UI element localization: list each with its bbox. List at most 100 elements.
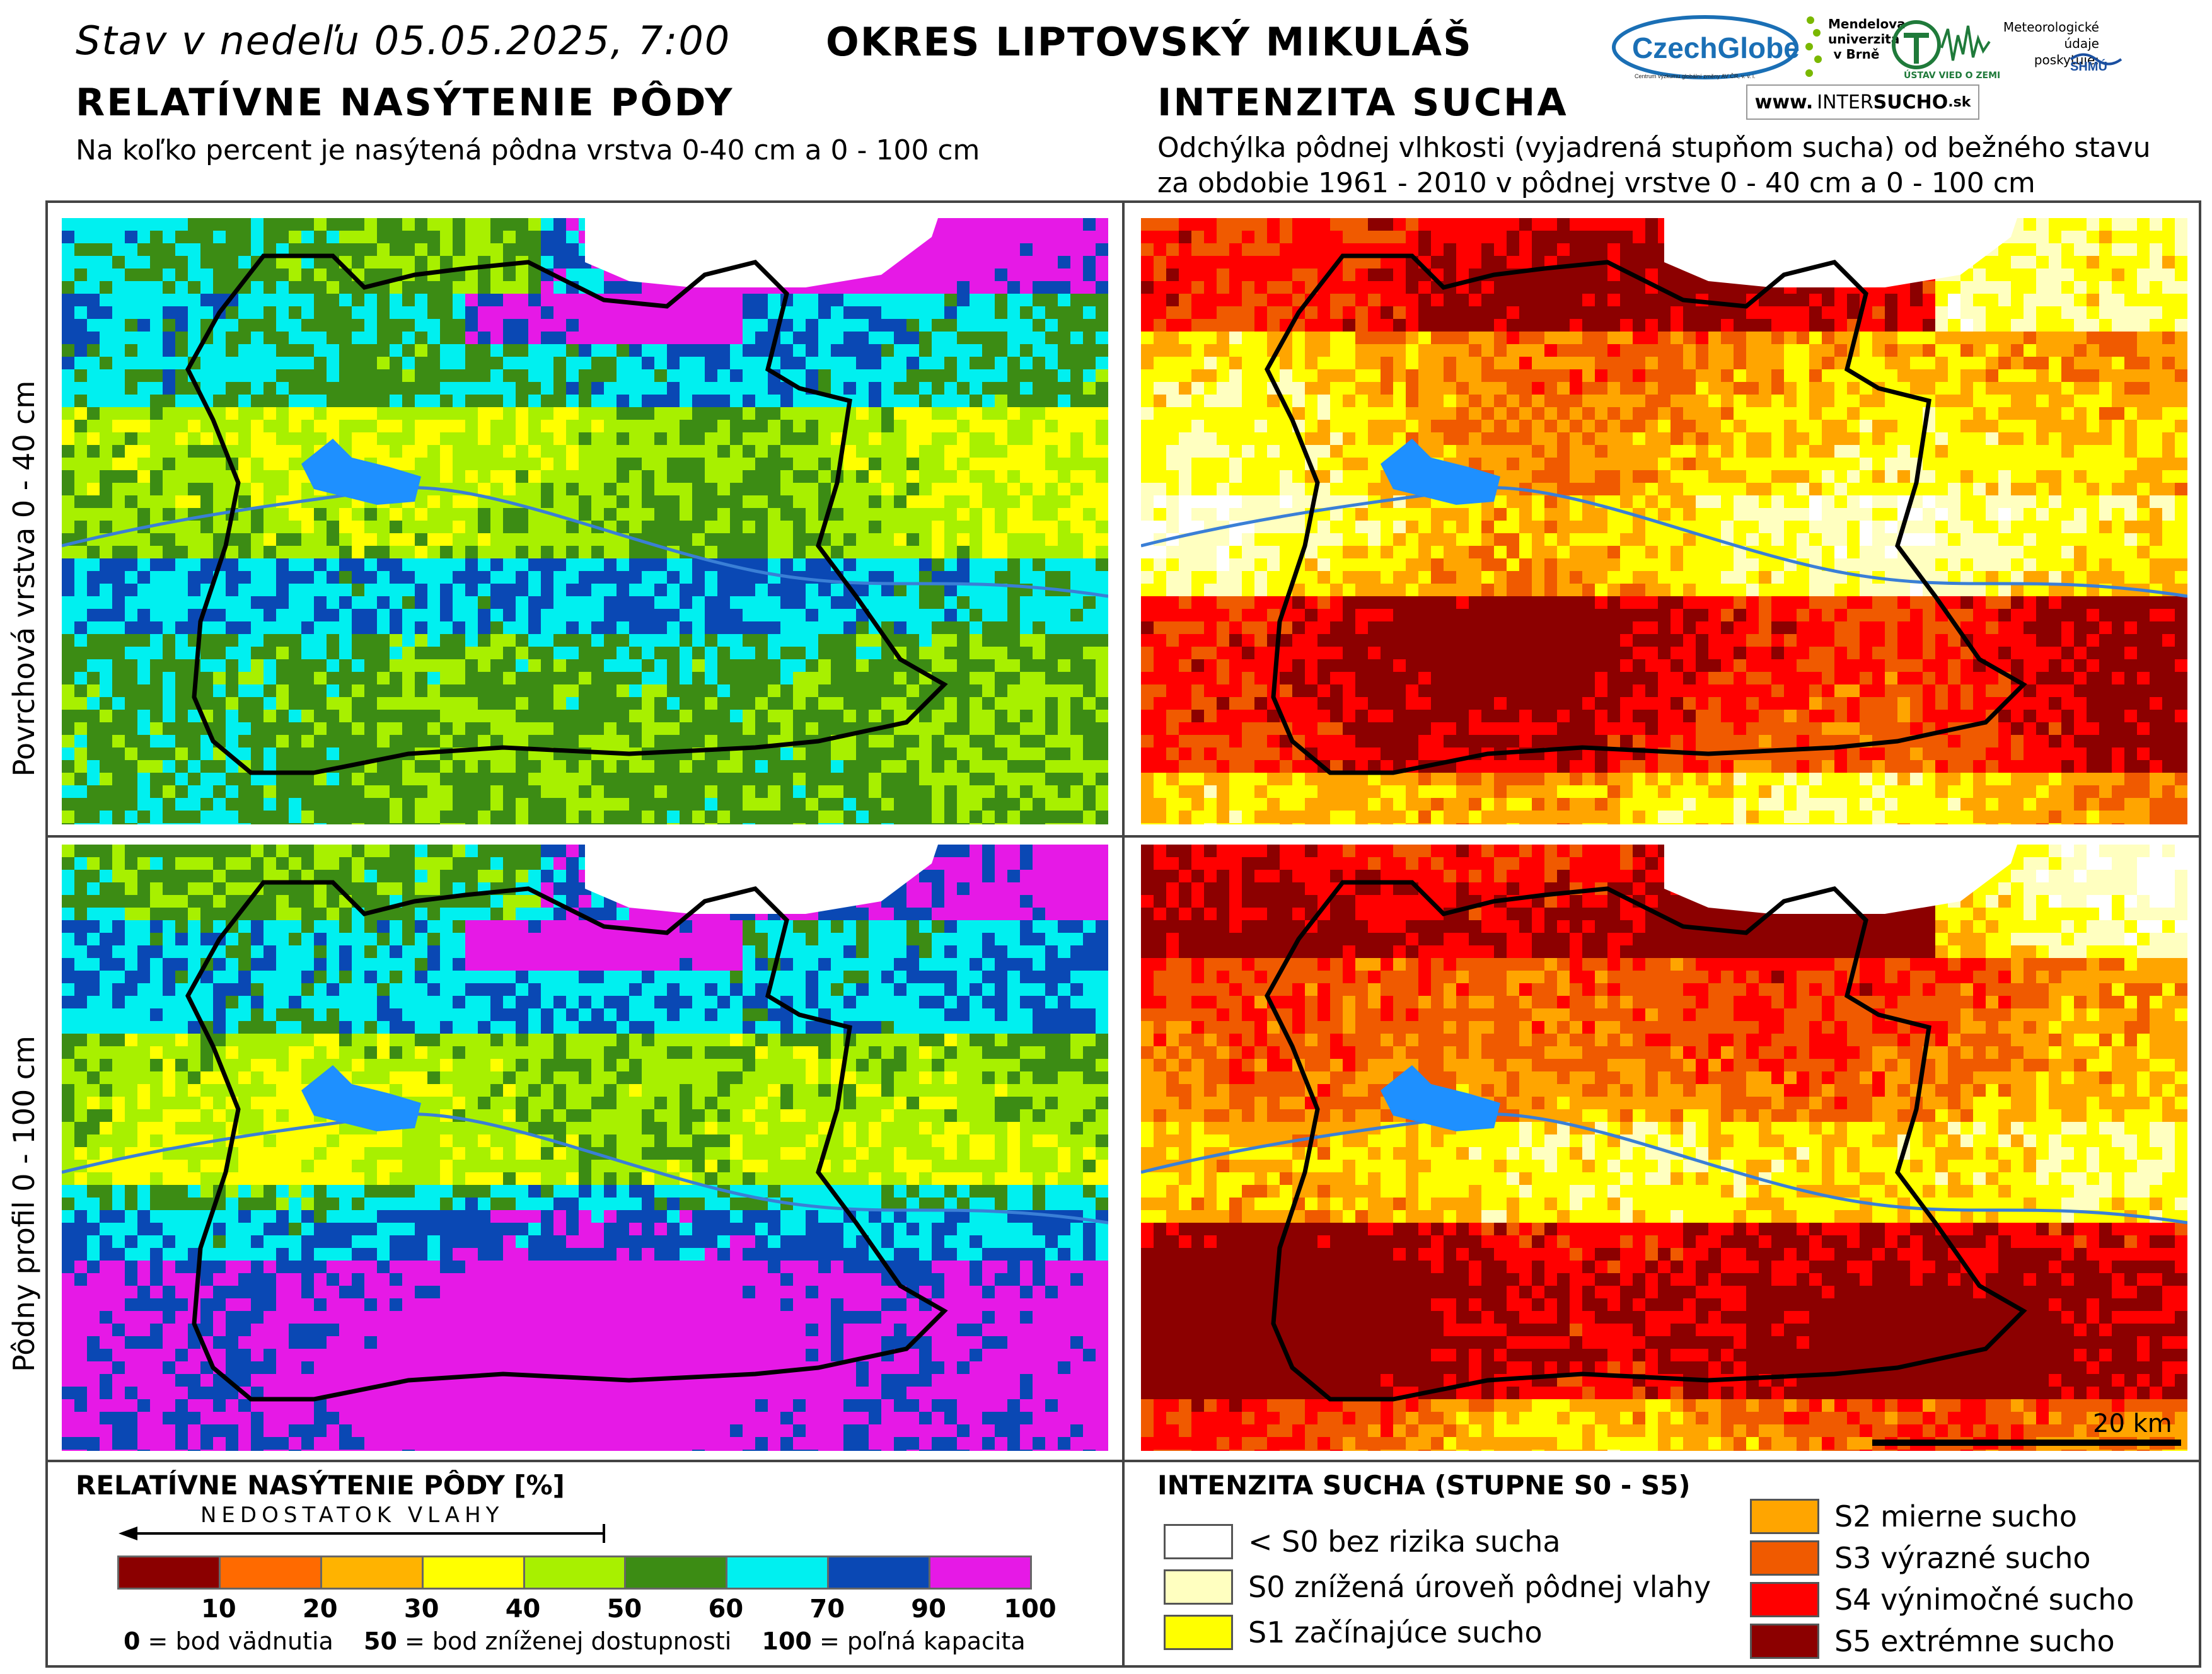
mendel-label: Mendelova univerzita v Brně [1828, 16, 1906, 62]
river-line [62, 1112, 1108, 1225]
intersucho-bold: SUCHO [1873, 91, 1949, 113]
intersucho-prefix: www. [1754, 91, 1814, 113]
drought-legend-label: S5 extrémne sucho [1834, 1624, 2115, 1658]
meteo-label: Meteorologické údaje poskytuje: [2003, 20, 2099, 67]
drought-legend-label: S2 mierne sucho [1834, 1499, 2077, 1533]
river-line [1141, 1112, 2187, 1225]
scale-tick-label: 40 [505, 1595, 541, 1624]
scale-bar [1872, 1440, 2181, 1446]
scale-tick-label: 90 [911, 1595, 946, 1624]
scale-bin [320, 1556, 424, 1590]
scale-bin [726, 1556, 830, 1590]
grid-vline [1122, 200, 1125, 1668]
scale-bin [929, 1556, 1032, 1590]
scale-bin [827, 1556, 931, 1590]
district-boundary [185, 880, 948, 1402]
scale-bin [421, 1556, 525, 1590]
foreign-territory-area [1664, 845, 2017, 914]
saturation-tick-labels: 10 20 30 40 50 60 70 90 100 [117, 1591, 1057, 1624]
note-50-value: 50 [364, 1627, 397, 1655]
drought-subtitle-2: za obdobie 1961 - 2010 v pôdnej vrstve 0… [1157, 167, 2035, 199]
row-label-profile: Pôdny profil 0 - 100 cm [7, 1036, 41, 1372]
scale-tick-label: 60 [708, 1595, 744, 1624]
mendel-logo: Mendelova univerzita v Brně [1802, 14, 1906, 89]
note-50-text: = bod zníženej dostupnosti [397, 1627, 732, 1655]
intersucho-main: INTER [1817, 91, 1873, 113]
scale-bar-label: 20 km [2093, 1409, 2172, 1438]
drought-legend-item: S1 začínajúce sucho [1164, 1615, 1543, 1650]
row-label-surface: Povrchová vrstva 0 - 40 cm [7, 380, 41, 777]
district-boundary [1265, 880, 2027, 1402]
scale-tick-label: 50 [606, 1595, 642, 1624]
river-line [1141, 486, 2187, 598]
ustav-label: ÚSTAV VIED O ZEMI [1904, 71, 2001, 81]
czechglobe-sub: Centrum výzkumu globální změny AV ČR, v.… [1635, 73, 1756, 79]
drought-swatch [1750, 1582, 1819, 1617]
scale-tick-label: 20 [302, 1595, 338, 1624]
drought-legend-item: S2 mierne sucho [1750, 1499, 2077, 1534]
saturation-map-0-40 [62, 218, 1108, 824]
drought-legend-label: S3 výrazné sucho [1834, 1541, 2091, 1575]
drought-swatch [1164, 1524, 1233, 1559]
svg-text:CzechGlobe: CzechGlobe [1632, 32, 1800, 64]
reservoir-lake [1381, 1065, 1500, 1131]
drought-subtitle-1: Odchýlka pôdnej vlhkosti (vyjadrená stup… [1157, 132, 2151, 164]
shortage-arrow-label: NEDOSTATOK VLAHY [200, 1503, 504, 1528]
river-line [62, 486, 1108, 598]
shmu-logo: SHMÚ [2068, 47, 2124, 74]
grid-hline-2 [45, 1460, 2201, 1462]
scale-tick-label: 30 [403, 1595, 439, 1624]
saturation-map-0-100 [62, 845, 1108, 1451]
drought-legend-item: S4 výnimočné sucho [1750, 1582, 2134, 1617]
scale-tick-label: 100 [1004, 1595, 1057, 1624]
drought-swatch [1750, 1499, 1819, 1534]
district-boundary [185, 253, 948, 775]
scale-bin [218, 1556, 322, 1590]
district-title: OKRES LIPTOVSKÝ MIKULÁŠ [826, 19, 1473, 65]
foreign-territory-area [585, 845, 938, 914]
drought-legend-label: S0 znížená úroveň pôdnej vlahy [1248, 1570, 1711, 1604]
saturation-subtitle: Na koľko percent je nasýtená pôdna vrstv… [76, 134, 980, 166]
drought-heading: INTENZITA SUCHA [1157, 81, 1568, 125]
drought-legend-item: S5 extrémne sucho [1750, 1624, 2115, 1659]
ustav-logo: ÚSTAV VIED O ZEMI [1891, 16, 2001, 86]
reservoir-lake [1381, 439, 1500, 505]
drought-map-0-40 [1141, 218, 2187, 824]
note-100-value: 100 [761, 1627, 812, 1655]
note-0-value: 0 [124, 1627, 141, 1655]
foreign-territory-area [1664, 218, 2017, 287]
drought-map-0-100 [1141, 845, 2187, 1451]
saturation-notes: 0 = bod vädnutia 50 = bod zníženej dostu… [124, 1627, 1026, 1655]
drought-legend-item: S0 znížená úroveň pôdnej vlahy [1164, 1569, 1711, 1605]
intersucho-logo: www. INTER SUCHO .sk [1746, 84, 1979, 120]
scale-bin [624, 1556, 728, 1590]
shortage-arrow [119, 1524, 605, 1543]
drought-legend-title: INTENZITA SUCHA (STUPNE S0 - S5) [1157, 1470, 1691, 1501]
note-0-text: = bod vädnutia [140, 1627, 333, 1655]
scale-bin [117, 1556, 221, 1590]
scale-tick-label: 10 [201, 1595, 236, 1624]
drought-swatch [1750, 1624, 1819, 1659]
foreign-territory-area [585, 218, 938, 287]
saturation-color-scale [117, 1556, 1032, 1590]
saturation-heading: RELATÍVNE NASÝTENIE PÔDY [76, 81, 734, 125]
czechglobe-logo: CzechGlobe Centrum výzkumu globální změn… [1611, 13, 1800, 88]
drought-swatch [1164, 1569, 1233, 1605]
intersucho-suffix: .sk [1948, 94, 1971, 110]
drought-legend-item: < S0 bez rizika sucha [1164, 1524, 1561, 1559]
note-100-text: = poľná kapacita [811, 1627, 1026, 1655]
grid-hline-1 [45, 835, 2201, 838]
drought-swatch [1750, 1540, 1819, 1576]
reservoir-lake [301, 1065, 421, 1131]
drought-legend-label: S1 začínajúce sucho [1248, 1615, 1543, 1649]
drought-legend-label: S4 výnimočné sucho [1834, 1583, 2134, 1617]
reservoir-lake [301, 439, 421, 505]
drought-legend-item: S3 výrazné sucho [1750, 1540, 2091, 1576]
district-boundary [1265, 253, 2027, 775]
scale-bin [523, 1556, 627, 1590]
saturation-legend-title: RELATÍVNE NASÝTENIE PÔDY [%] [76, 1470, 565, 1501]
svg-text:SHMÚ: SHMÚ [2070, 59, 2107, 72]
scale-tick-label: 70 [809, 1595, 845, 1624]
drought-legend-label: < S0 bez rizika sucha [1248, 1525, 1561, 1559]
drought-swatch [1164, 1615, 1233, 1650]
